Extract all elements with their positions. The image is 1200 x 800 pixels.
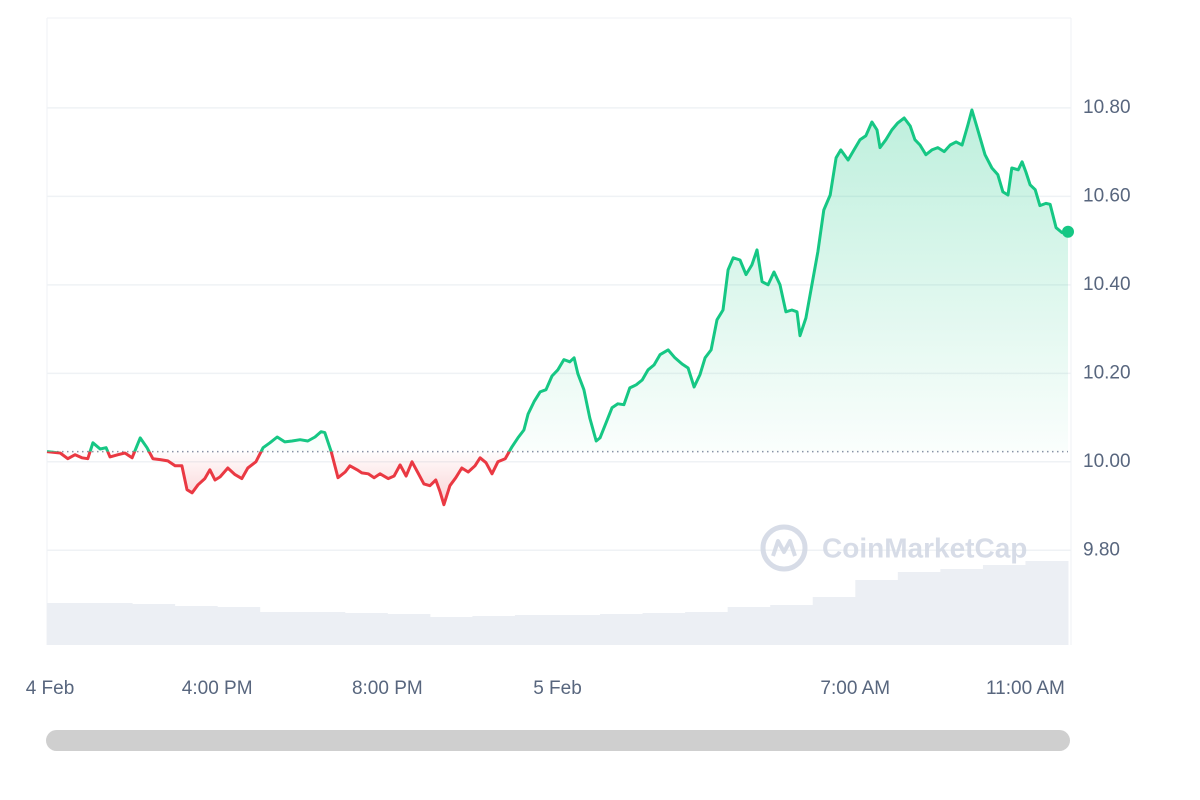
volume-bar (855, 580, 899, 645)
volume-bar (685, 612, 729, 645)
volume-bar (727, 607, 771, 645)
x-tick-label: 11:00 AM (986, 678, 1065, 699)
y-tick-label: 9.80 (1083, 539, 1120, 560)
volume-bar (557, 615, 601, 645)
y-tick-label: 10.20 (1083, 362, 1131, 383)
volume-bar (770, 605, 814, 645)
x-tick-label: 5 Feb (533, 678, 582, 699)
volume-bar (514, 615, 558, 645)
volume-bar (897, 572, 941, 645)
volume-bar (472, 616, 516, 645)
volume-bar (982, 565, 1026, 645)
volume-bar (940, 569, 984, 645)
area-down (47, 451, 510, 505)
watermark-logo-m (771, 539, 797, 557)
price-line-down (46, 451, 511, 507)
y-tick-label: 10.40 (1083, 274, 1131, 295)
volume-bar (642, 613, 686, 645)
volume-bar (47, 603, 91, 645)
x-tick-label: 8:00 PM (352, 678, 423, 699)
volume-bar (217, 607, 261, 645)
x-tick-label: 7:00 AM (820, 678, 890, 699)
last-price-dot (1062, 225, 1074, 238)
volume-bar (132, 604, 176, 645)
volume-bar (600, 614, 644, 645)
y-tick-label: 10.60 (1083, 185, 1131, 206)
volume-bar (1025, 561, 1069, 645)
volume-bar (344, 613, 388, 645)
volume-bar (89, 603, 133, 645)
volume-bar (174, 606, 218, 645)
x-tick-label: 4:00 PM (182, 678, 253, 699)
volume-bar (302, 612, 346, 645)
x-tick-label: 4 Feb (26, 678, 75, 699)
volume-bar (429, 617, 473, 645)
area-up (47, 110, 1068, 452)
watermark: CoinMarketCap (760, 524, 1027, 572)
price-line-up (46, 108, 1069, 452)
y-tick-label: 10.00 (1083, 451, 1131, 472)
watermark-logo (760, 524, 808, 572)
volume-bar (387, 614, 431, 645)
volume-bar (259, 612, 303, 645)
volume-bar (812, 597, 856, 645)
y-tick-label: 10.80 (1083, 97, 1131, 118)
scrollbar[interactable] (46, 730, 1070, 751)
watermark-text: CoinMarketCap (822, 532, 1027, 563)
